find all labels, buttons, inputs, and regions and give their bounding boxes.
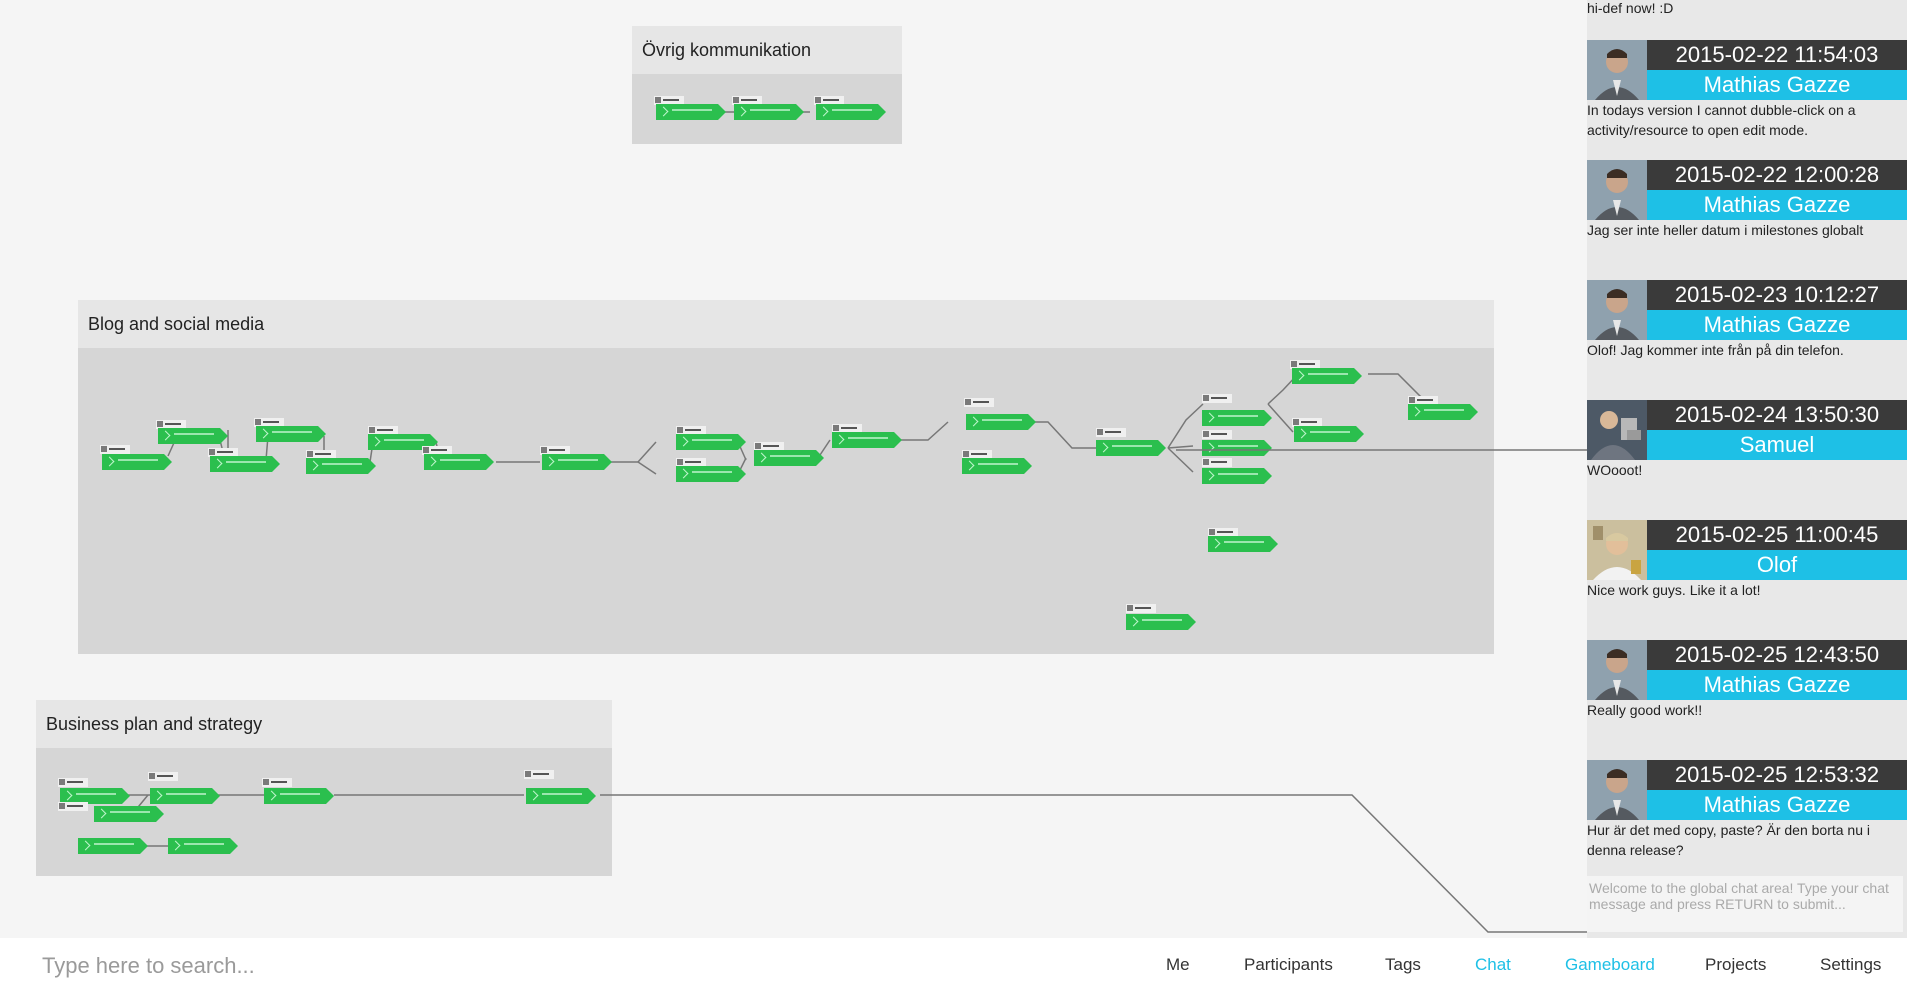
message-text: In todays version I cannot dubble-click … [1587, 102, 1856, 138]
message-author[interactable]: Mathias Gazze [1647, 790, 1907, 820]
nav-me[interactable]: Me [1166, 955, 1190, 974]
activity-card[interactable] [168, 838, 238, 854]
group-title: Blog and social media [88, 314, 265, 334]
activity-card[interactable] [424, 454, 494, 470]
activity-card[interactable] [60, 788, 130, 804]
chat-message: 2015-02-23 10:12:27 Mathias Gazze Olof! … [1587, 280, 1907, 390]
nav-projects[interactable]: Projects [1705, 955, 1767, 974]
message-text: Hur är det med copy, paste? Är den borta… [1587, 822, 1871, 858]
activity-card[interactable] [1202, 440, 1272, 456]
chat-message: 2015-02-25 12:53:32 Mathias Gazze Hur är… [1587, 760, 1907, 870]
message-timestamp: 2015-02-24 13:50:30 [1647, 400, 1907, 430]
nav-tags[interactable]: Tags [1385, 955, 1421, 974]
group-title: Business plan and strategy [46, 714, 263, 734]
activity-card[interactable] [1294, 426, 1364, 442]
message-author[interactable]: Samuel [1647, 430, 1907, 460]
avatar [1587, 760, 1647, 820]
activity-card[interactable] [306, 458, 376, 474]
activity-card[interactable] [754, 450, 824, 466]
nav-settings[interactable]: Settings [1820, 955, 1882, 974]
activity-card[interactable] [1408, 404, 1478, 420]
activity-card[interactable] [676, 434, 746, 450]
group-header[interactable]: Övrig kommunikation [632, 26, 902, 74]
activity-card[interactable] [816, 104, 886, 120]
bottom-bar: Me Participants Tags Chat Gameboard Proj… [0, 938, 1907, 991]
activity-card[interactable] [158, 428, 228, 444]
group-header[interactable]: Blog and social media [78, 300, 1494, 348]
global-links [600, 449, 1587, 933]
activity-card[interactable] [1096, 440, 1166, 456]
chat-message: 2015-02-25 12:43:50 Mathias Gazze Really… [1587, 640, 1907, 750]
chat-message: 2015-02-24 13:50:30 Samuel WOooot! [1587, 400, 1907, 510]
activity-card[interactable] [368, 434, 438, 450]
activity-card[interactable] [102, 454, 172, 470]
activity-card[interactable] [210, 456, 280, 472]
activity-card[interactable] [966, 414, 1036, 430]
activity-card[interactable] [734, 104, 804, 120]
activity-card[interactable] [656, 104, 726, 120]
gameboard-canvas[interactable]: Övrig kommunikation Blog and social medi… [0, 0, 1587, 938]
nav-gameboard[interactable]: Gameboard [1565, 955, 1655, 974]
avatar [1587, 640, 1647, 700]
group-ovrig-kommunikation[interactable]: Övrig kommunikation [632, 26, 902, 144]
message-text: Nice work guys. Like it a lot! [1587, 582, 1761, 598]
message-text: Really good work!! [1587, 702, 1703, 718]
message-timestamp: 2015-02-25 12:43:50 [1647, 640, 1907, 670]
activity-card[interactable] [256, 426, 326, 442]
avatar [1587, 400, 1647, 460]
activity-card[interactable] [526, 788, 596, 804]
message-timestamp: 2015-02-23 10:12:27 [1647, 280, 1907, 310]
dependency-lines [167, 373, 1441, 475]
message-text: Jag ser inte heller datum i milestones g… [1587, 222, 1864, 238]
activity-card[interactable] [78, 838, 148, 854]
message-author[interactable]: Mathias Gazze [1647, 310, 1907, 340]
message-timestamp: 2015-02-22 12:00:28 [1647, 160, 1907, 190]
avatar [1587, 40, 1647, 100]
avatar [1587, 160, 1647, 220]
group-blog-and-social-media[interactable]: Blog and social media [78, 300, 1494, 654]
activity-card[interactable] [542, 454, 612, 470]
avatar [1587, 280, 1647, 340]
group-title: Övrig kommunikation [642, 40, 812, 60]
activity-card[interactable] [150, 788, 220, 804]
activity-card[interactable] [676, 466, 746, 482]
search-input[interactable] [40, 948, 564, 984]
activity-card[interactable] [962, 458, 1032, 474]
message-timestamp: 2015-02-25 11:00:45 [1647, 520, 1907, 550]
chat-message: 2015-02-25 11:00:45 Olof Nice work guys.… [1587, 520, 1907, 630]
message-author[interactable]: Mathias Gazze [1647, 190, 1907, 220]
activity-card[interactable] [1208, 536, 1278, 552]
group-header[interactable]: Business plan and strategy [36, 700, 612, 748]
message-text: WOooot! [1587, 462, 1643, 478]
nav-chat[interactable]: Chat [1475, 955, 1511, 974]
chat-input[interactable] [1587, 876, 1903, 932]
chat-intro-text: hi-def now! :D [1587, 0, 1674, 16]
avatar [1587, 520, 1647, 580]
message-text: Olof! Jag kommer inte från på din telefo… [1587, 342, 1844, 358]
message-author[interactable]: Mathias Gazze [1647, 670, 1907, 700]
message-timestamp: 2015-02-22 11:54:03 [1647, 40, 1907, 70]
message-author[interactable]: Olof [1647, 550, 1907, 580]
activity-card[interactable] [94, 806, 164, 822]
activity-card[interactable] [264, 788, 334, 804]
chat-message: 2015-02-22 11:54:03 Mathias Gazze In tod… [1587, 40, 1907, 150]
activity-card[interactable] [1202, 410, 1272, 426]
activity-card[interactable] [1292, 368, 1362, 384]
message-author[interactable]: Mathias Gazze [1647, 70, 1907, 100]
activity-card[interactable] [1202, 468, 1272, 484]
chat-message: 2015-02-22 12:00:28 Mathias Gazze Jag se… [1587, 160, 1907, 270]
activity-card[interactable] [1126, 614, 1196, 630]
chat-panel[interactable]: hi-def now! :D 2015-02-22 11:54:03 Mathi… [1587, 0, 1907, 938]
message-timestamp: 2015-02-25 12:53:32 [1647, 760, 1907, 790]
activity-card[interactable] [832, 432, 902, 448]
group-business-plan-and-strategy[interactable]: Business plan and strategy [36, 700, 612, 876]
nav-participants[interactable]: Participants [1244, 955, 1333, 974]
